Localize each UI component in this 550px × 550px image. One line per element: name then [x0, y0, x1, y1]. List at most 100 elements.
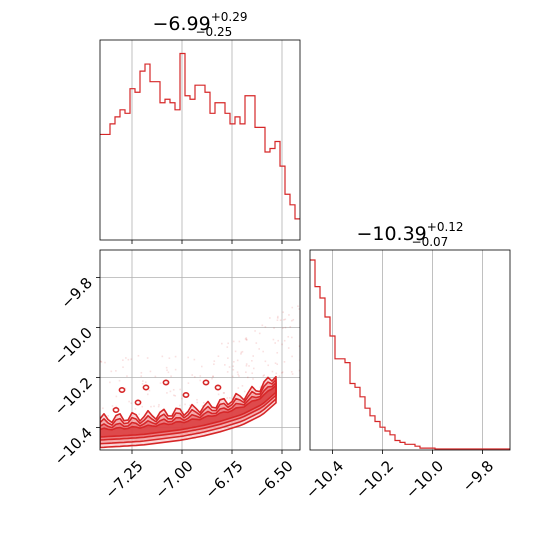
scatter-point — [271, 370, 274, 373]
scatter-point — [263, 374, 265, 376]
scatter-point — [234, 350, 237, 353]
scatter-point — [184, 403, 186, 406]
scatter-point — [240, 353, 242, 355]
scatter-point — [157, 405, 160, 408]
scatter-point — [258, 332, 261, 335]
scatter-point — [166, 392, 168, 394]
scatter-point — [252, 367, 255, 370]
scatter-point — [221, 342, 223, 345]
top-title: −6.99+0.29 −0.25 — [152, 10, 247, 39]
scatter-point — [115, 405, 117, 408]
top-left-histogram-panel: −6.99+0.29 −0.25 — [99, 10, 301, 244]
scatter-point — [245, 338, 248, 341]
scatter-point — [233, 361, 235, 363]
scatter-point — [298, 308, 300, 310]
joint-xtick-label-3: −6.50 — [252, 457, 297, 502]
contour-island — [118, 386, 126, 393]
right-xtick-label-3: −9.8 — [459, 457, 497, 495]
scatter-point — [246, 376, 249, 379]
scatter-point — [237, 387, 240, 389]
scatter-point — [146, 357, 149, 359]
top-title-value: −6.99 — [152, 13, 210, 35]
scatter-point — [282, 311, 284, 314]
scatter-point — [182, 410, 185, 413]
scatter-point — [248, 365, 250, 367]
scatter-point — [241, 385, 244, 387]
scatter-point — [291, 355, 293, 358]
scatter-point — [187, 356, 189, 359]
scatter-point — [277, 339, 279, 342]
scatter-point — [181, 397, 183, 400]
scatter-point — [168, 357, 171, 359]
scatter-point — [240, 351, 243, 354]
scatter-point — [252, 378, 254, 380]
scatter-point — [279, 319, 282, 322]
scatter-point — [236, 359, 239, 362]
scatter-point — [149, 370, 152, 373]
scatter-point — [228, 366, 231, 368]
scatter-point — [107, 415, 110, 417]
scatter-point — [111, 405, 114, 407]
joint-xtick-label-1: −7.00 — [152, 457, 197, 502]
scatter-point — [212, 375, 214, 378]
scatter-point — [223, 392, 225, 394]
contour-band-core — [100, 384, 277, 438]
scatter-point — [226, 397, 229, 399]
scatter-point — [172, 388, 175, 391]
scatter-point — [166, 369, 168, 372]
scatter-point — [110, 370, 113, 373]
scatter-point — [226, 346, 229, 348]
scatter-point — [291, 319, 293, 322]
top-histogram-step-line — [100, 52, 300, 220]
scatter-point — [278, 375, 281, 377]
scatter-point — [281, 371, 284, 373]
scatter-point — [267, 364, 270, 367]
scatter-point — [140, 371, 143, 374]
scatter-point — [226, 371, 229, 373]
scatter-point — [100, 361, 103, 363]
scatter-point — [243, 390, 246, 393]
scatter-point — [187, 382, 190, 384]
scatter-point — [232, 365, 234, 368]
scatter-point — [245, 364, 248, 367]
scatter-point — [287, 347, 290, 349]
scatter-point — [165, 366, 168, 369]
joint-ytick-label-0: −9.8 — [58, 274, 96, 312]
scatter-point — [282, 327, 284, 329]
scatter-point — [289, 326, 292, 328]
scatter-point — [298, 345, 300, 348]
scatter-point — [166, 382, 169, 384]
scatter-point — [137, 354, 140, 357]
scatter-point — [276, 317, 279, 319]
scatter-point — [122, 359, 124, 362]
scatter-point — [217, 355, 220, 358]
scatter-point — [199, 375, 202, 377]
scatter-point — [170, 375, 172, 378]
right-title-upper-error: +0.12 — [427, 220, 464, 234]
scatter-point — [140, 375, 143, 377]
scatter-point — [126, 375, 128, 377]
scatter-point — [174, 355, 177, 358]
scatter-point — [276, 319, 279, 322]
right-title-lower-error: −0.07 — [412, 235, 449, 249]
scatter-point — [125, 357, 127, 359]
scatter-point — [179, 404, 181, 407]
scatter-point — [213, 360, 216, 362]
contour-island — [142, 384, 150, 391]
scatter-point — [269, 317, 271, 319]
scatter-point — [202, 401, 205, 404]
scatter-point — [115, 395, 118, 398]
scatter-point — [291, 306, 294, 309]
scatter-point — [138, 413, 141, 415]
scatter-point — [196, 398, 198, 401]
scatter-point — [236, 371, 239, 373]
scatter-point — [169, 390, 172, 393]
scatter-point — [167, 371, 170, 374]
scatter-point — [222, 392, 225, 394]
scatter-point — [284, 318, 287, 321]
scatter-point — [274, 342, 277, 344]
scatter-point — [245, 337, 248, 339]
scatter-point — [290, 371, 293, 373]
scatter-point — [251, 372, 254, 375]
joint-xtick-label-2: −6.75 — [202, 457, 247, 502]
